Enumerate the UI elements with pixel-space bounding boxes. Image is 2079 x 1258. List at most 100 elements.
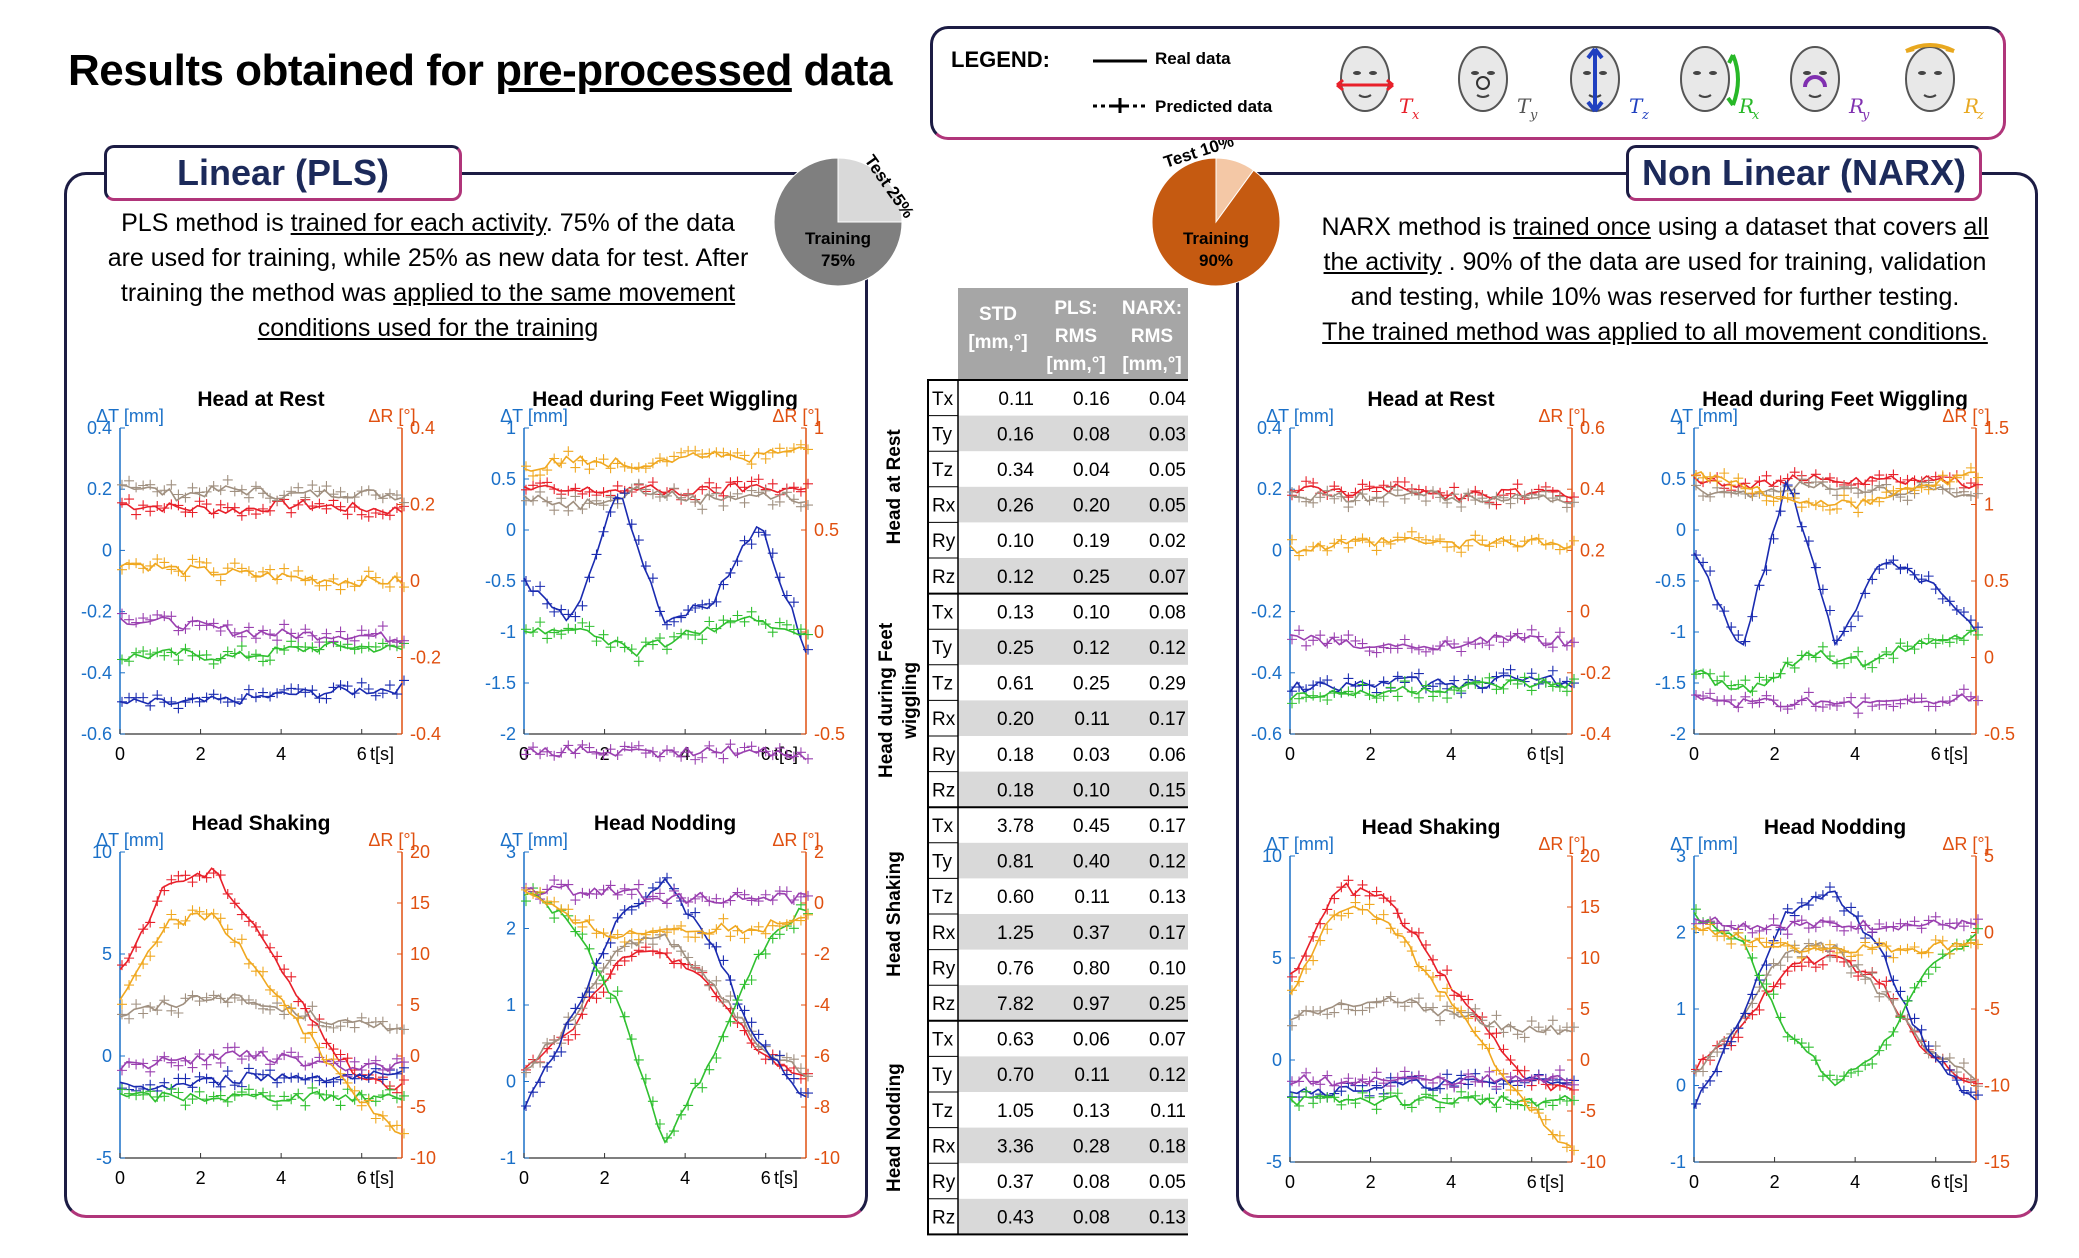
marker-Tz [1895,564,1906,575]
marker-Rz [399,1128,409,1139]
marker-Ry [166,1057,177,1068]
marker-Rz [1860,937,1871,948]
marker-Tz [1747,611,1758,622]
marker-Rz [363,1095,374,1106]
marker-Ry [1895,918,1906,929]
marker-Rz [124,559,135,570]
marker-Rx [1442,1093,1453,1104]
marker-Tx [328,1044,339,1055]
marker-Rx [286,1094,297,1105]
marker-Tx [1442,965,1453,976]
marker-Tz [1726,622,1737,633]
table-cell: 0.03 [1073,745,1110,766]
marker-Tz [1498,1079,1509,1090]
marker-Rx [1846,653,1857,664]
marker-Tx [1371,886,1382,897]
marker-Rx [1561,1095,1572,1106]
table-cell: 0.80 [1073,958,1110,979]
marker-Tz [528,1087,539,1098]
marker-Ry [1442,636,1453,647]
marker-Rx [173,1087,184,1098]
marker-Ry [1294,1076,1305,1087]
marker-Rx [124,656,135,667]
marker-Ty [669,483,680,494]
marker-Rx [159,1091,170,1102]
marker-Ty [1435,492,1446,503]
marker-Tz [1406,671,1417,682]
marker-Ry [1350,635,1361,646]
marker-Rx [159,650,170,661]
marker-Rx [1902,996,1913,1007]
marker-Rz [1399,937,1410,948]
y-left-tick-label: 2 [506,919,516,939]
marker-Tz [598,948,609,959]
marker-Ty [173,1008,184,1019]
marker-Ty [1796,474,1807,485]
marker-Tz [1958,607,1969,618]
marker-Rz [1308,955,1319,966]
marker-Ry [1824,916,1835,927]
marker-Rx [1329,1092,1340,1103]
y-right-label: ΔR [°] [368,830,415,850]
marker-Rz [117,999,127,1010]
pie-train-pct: 75% [821,251,855,270]
marker-Ty [1435,1015,1446,1026]
marker-Tz [1698,557,1709,568]
marker-Ry [1547,1073,1558,1084]
marker-Ry [1973,914,1983,925]
marker-Rz [528,470,539,481]
marker-Tz [1754,580,1765,591]
marker-Ry [725,739,736,750]
marker-Rz [201,557,212,568]
marker-Rx [145,1086,156,1097]
table-row-label: Ry [932,958,956,979]
marker-Rz [1923,484,1934,495]
marker-Ry [314,637,325,648]
marker-Tz [1371,1080,1382,1091]
marker-Ry [1420,646,1431,657]
marker-Ty [229,486,240,497]
marker-Ty [1350,495,1361,506]
marker-Rx [767,627,778,638]
series-line-Ry [1289,633,1573,651]
marker-Ty [342,492,353,503]
marker-Ty [1385,482,1396,493]
x-tick-label: 4 [276,744,286,764]
marker-Rx [1519,672,1530,683]
marker-Tz [570,611,581,622]
marker-Rz [1902,943,1913,954]
marker-Rz [626,928,637,939]
marker-Tz [1803,900,1814,911]
legend-real: Real data [1155,49,1231,68]
marker-Ty [626,938,637,949]
y-left-tick-label: 0.5 [1661,469,1686,489]
marker-Tz [1930,584,1941,595]
marker-Rz [598,454,609,465]
marker-Rx [1909,982,1920,993]
marker-Rx [1930,638,1941,649]
marker-Tx [1853,478,1864,489]
marker-Ty [286,486,297,497]
marker-Tx [626,951,637,962]
marker-Rx [1350,1098,1361,1109]
marker-Rz [1336,910,1347,921]
marker-Ty [1413,490,1424,501]
marker-Tz [647,573,658,584]
marker-Ry [690,754,701,765]
marker-Rz [1824,504,1835,515]
series-line-Tz [1693,480,1977,647]
marker-Rz [535,470,546,481]
table-cell: 3.78 [997,816,1034,837]
marker-Tx [258,503,268,514]
series-markers-Rz [117,905,409,1139]
marker-Ry [542,746,553,757]
chart-title: Head Nodding [594,812,736,835]
marker-Tx [1888,469,1899,480]
marker-Rx [201,649,212,660]
marker-Ty [1839,481,1850,492]
table-row-label: Rx [932,709,956,730]
table-row: Ty 0.81 0.40 0.12 [932,852,1186,873]
marker-Rx [1937,634,1948,645]
marker-Tz [1944,1065,1955,1076]
marker-Tz [1824,605,1835,616]
